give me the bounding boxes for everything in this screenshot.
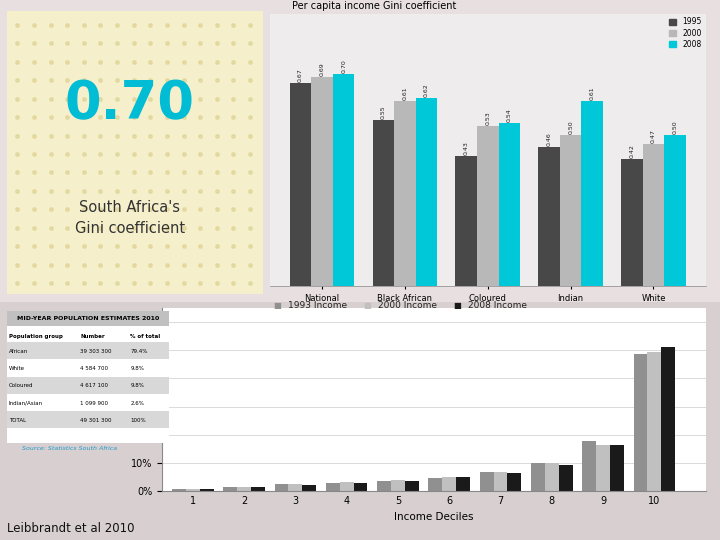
Text: 0.62: 0.62 xyxy=(424,84,429,97)
Text: 9.8%: 9.8% xyxy=(130,366,144,371)
Bar xyxy=(456,156,477,286)
Text: 0.50: 0.50 xyxy=(672,120,678,134)
Bar xyxy=(493,471,508,491)
Bar xyxy=(634,354,647,491)
Text: 0.50: 0.50 xyxy=(568,120,573,134)
Bar xyxy=(531,463,545,491)
Text: 0.42: 0.42 xyxy=(629,144,634,158)
Text: % of total: % of total xyxy=(130,334,161,340)
X-axis label: Income Deciles: Income Deciles xyxy=(394,512,474,522)
Text: ■: ■ xyxy=(364,301,372,309)
Text: Per capita income Gini coefficient: Per capita income Gini coefficient xyxy=(292,1,456,11)
Legend: 1995, 2000, 2008: 1995, 2000, 2008 xyxy=(669,17,702,49)
Text: 0.61: 0.61 xyxy=(590,87,595,100)
Bar xyxy=(302,485,316,491)
Bar xyxy=(326,483,340,491)
Bar xyxy=(456,477,470,491)
Text: 0.70: 0.70 xyxy=(65,78,195,130)
Bar xyxy=(405,481,418,491)
Bar xyxy=(621,159,643,286)
Text: 4 584 700: 4 584 700 xyxy=(80,366,108,371)
Text: Population group: Population group xyxy=(9,334,63,340)
Bar xyxy=(415,98,437,286)
Bar xyxy=(223,487,237,491)
Bar xyxy=(559,464,572,491)
Bar xyxy=(172,489,186,491)
FancyBboxPatch shape xyxy=(7,394,169,411)
Bar xyxy=(373,119,394,286)
Text: 0.61: 0.61 xyxy=(402,87,408,100)
Bar xyxy=(610,445,624,491)
Text: 0.54: 0.54 xyxy=(507,108,512,122)
Text: 0.55: 0.55 xyxy=(381,105,386,119)
Text: 9.8%: 9.8% xyxy=(130,383,144,388)
Bar xyxy=(661,347,675,491)
Bar xyxy=(394,102,415,286)
Text: 0.67: 0.67 xyxy=(298,69,303,82)
Text: Indian/Asian: Indian/Asian xyxy=(9,401,43,406)
Bar xyxy=(647,353,661,491)
Bar xyxy=(596,445,610,491)
Bar xyxy=(582,441,596,491)
Bar xyxy=(428,478,442,491)
Text: Number: Number xyxy=(80,334,104,340)
Bar xyxy=(643,144,665,286)
Text: ■: ■ xyxy=(274,301,282,309)
Bar xyxy=(237,487,251,491)
Text: South Africa's
Gini coefficient: South Africa's Gini coefficient xyxy=(75,200,185,236)
Text: 2.6%: 2.6% xyxy=(130,401,144,406)
Text: White: White xyxy=(9,366,24,371)
Text: 0.47: 0.47 xyxy=(651,129,656,143)
FancyBboxPatch shape xyxy=(7,342,169,360)
Text: 49 301 300: 49 301 300 xyxy=(80,418,112,423)
Bar xyxy=(498,123,520,286)
Text: Leibbrandt et al 2010: Leibbrandt et al 2010 xyxy=(7,522,135,535)
Bar xyxy=(354,483,367,491)
Bar xyxy=(289,484,302,491)
Text: 79.4%: 79.4% xyxy=(130,349,148,354)
FancyBboxPatch shape xyxy=(7,360,169,377)
Bar xyxy=(251,487,265,491)
Bar xyxy=(442,477,456,491)
Bar xyxy=(311,77,333,286)
Text: 2000 Income: 2000 Income xyxy=(378,301,437,309)
Bar xyxy=(391,480,405,491)
Bar xyxy=(333,74,354,286)
Text: Coloured: Coloured xyxy=(9,383,33,388)
Bar xyxy=(480,472,493,491)
Text: 0.53: 0.53 xyxy=(485,111,490,125)
Text: 100%: 100% xyxy=(130,418,146,423)
Text: TOTAL: TOTAL xyxy=(9,418,26,423)
Text: 4 617 100: 4 617 100 xyxy=(80,383,108,388)
Bar xyxy=(289,83,311,286)
Bar xyxy=(477,126,498,286)
Bar xyxy=(186,489,199,491)
Text: 39 303 300: 39 303 300 xyxy=(80,349,112,354)
FancyBboxPatch shape xyxy=(7,411,169,428)
Text: Source: Statistics South Africa: Source: Statistics South Africa xyxy=(22,446,117,450)
Text: 0.69: 0.69 xyxy=(320,63,325,76)
Bar xyxy=(539,147,560,286)
Bar xyxy=(665,134,686,286)
Text: 2008 Income: 2008 Income xyxy=(468,301,527,309)
Bar xyxy=(377,481,391,491)
Text: MID-YEAR POPULATION ESTIMATES 2010: MID-YEAR POPULATION ESTIMATES 2010 xyxy=(17,316,159,321)
Text: 0.46: 0.46 xyxy=(546,132,552,146)
FancyBboxPatch shape xyxy=(7,377,169,394)
Text: 1993 Income: 1993 Income xyxy=(288,301,347,309)
Bar xyxy=(508,473,521,491)
Text: 0.43: 0.43 xyxy=(464,141,469,155)
Text: Source: National Income Dynamics Survey, 2008 (Calculations by Leibbrandt, M. et: Source: National Income Dynamics Survey,… xyxy=(270,320,510,326)
Bar xyxy=(199,489,214,491)
Bar xyxy=(274,484,289,491)
Text: ■: ■ xyxy=(454,301,462,309)
Bar xyxy=(582,102,603,286)
Bar xyxy=(545,463,559,491)
Bar xyxy=(560,134,582,286)
Bar xyxy=(340,482,354,491)
Text: African: African xyxy=(9,349,28,354)
Text: 0.70: 0.70 xyxy=(341,59,346,73)
Text: 1 099 900: 1 099 900 xyxy=(80,401,108,406)
FancyBboxPatch shape xyxy=(7,310,169,326)
